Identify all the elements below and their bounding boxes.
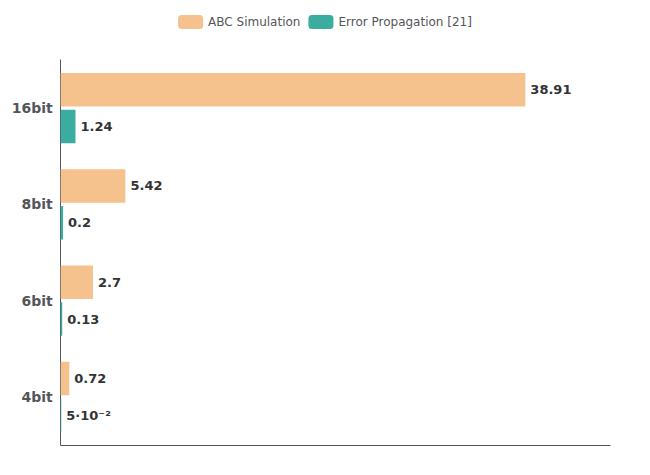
- svg-text:0.13: 0.13: [67, 312, 99, 327]
- svg-text:Error Propagation [21]: Error Propagation [21]: [338, 15, 471, 29]
- svg-text:5.42: 5.42: [130, 178, 162, 193]
- svg-text:8bit: 8bit: [21, 196, 53, 212]
- svg-text:38.91: 38.91: [530, 82, 571, 97]
- svg-text:1.24: 1.24: [80, 119, 112, 134]
- svg-text:ABC Simulation: ABC Simulation: [208, 15, 300, 29]
- svg-text:0.72: 0.72: [74, 371, 106, 386]
- svg-text:0.2: 0.2: [68, 215, 91, 230]
- svg-text:4bit: 4bit: [21, 389, 53, 405]
- svg-text:16bit: 16bit: [12, 100, 53, 116]
- svg-text:2.7: 2.7: [98, 275, 121, 290]
- svg-text:6bit: 6bit: [21, 293, 53, 309]
- svg-text:5·10⁻²: 5·10⁻²: [66, 408, 111, 423]
